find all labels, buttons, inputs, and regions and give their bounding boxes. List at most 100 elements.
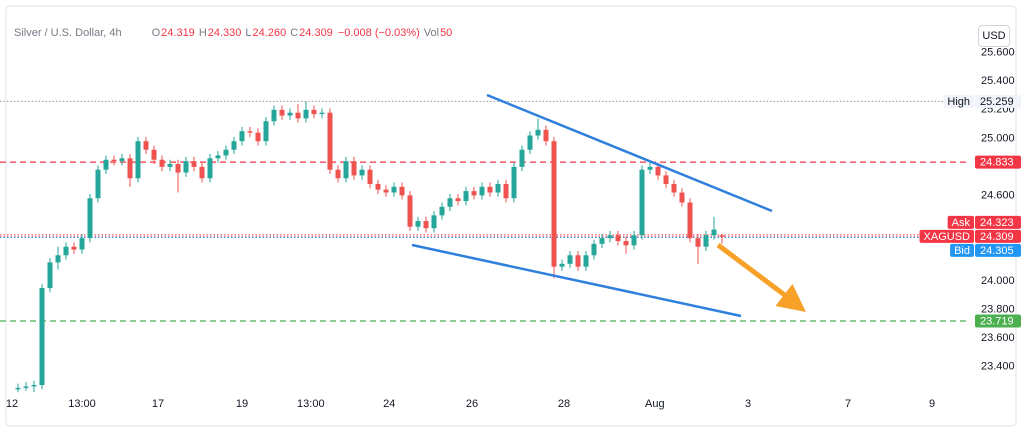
x-tick-label: 9 <box>929 398 935 410</box>
candle-body <box>487 186 493 193</box>
candle-body <box>695 238 701 247</box>
price-label-value: 25.259 <box>980 96 1014 108</box>
candle-body <box>575 255 581 267</box>
candle-body <box>319 112 325 115</box>
trend-line-lower <box>411 243 742 318</box>
candle-body <box>151 149 157 160</box>
ohlc-key: C <box>290 27 299 39</box>
candle-body <box>295 112 301 119</box>
x-tick-label: 17 <box>152 398 164 410</box>
price-label-name-box <box>919 229 974 243</box>
candle-body <box>223 149 229 156</box>
price-label-value: 24.309 <box>980 231 1014 243</box>
candle-body <box>311 109 317 115</box>
candle-body <box>455 198 461 202</box>
candle-body <box>247 131 253 133</box>
candle-body <box>583 255 589 267</box>
candle-body <box>255 132 261 142</box>
candle-body <box>127 158 133 179</box>
x-tick-label: 7 <box>845 398 851 410</box>
price-label-name: Ask <box>952 217 971 229</box>
candle-body <box>335 169 341 179</box>
price-label-box <box>975 215 1021 229</box>
x-tick-label: 12 <box>6 398 18 410</box>
candle-body <box>599 238 605 244</box>
candle-body <box>647 166 653 170</box>
change: −0.008 (−0.03%) <box>337 27 420 39</box>
candle-body <box>47 262 53 289</box>
candle-body <box>551 141 557 267</box>
ohlc-key: L <box>245 27 252 39</box>
candle-body <box>215 155 221 159</box>
symbol: Silver / U.S. Dollar, 4h <box>14 27 122 39</box>
candle-body <box>639 169 645 236</box>
candle-body <box>39 288 45 386</box>
candle-body <box>431 215 437 229</box>
candle-body <box>167 164 173 167</box>
candle-body <box>663 175 669 184</box>
candle-body <box>359 169 365 176</box>
price-label-name: Bid <box>954 245 970 257</box>
ohlc-value: 24.260 <box>252 27 287 39</box>
candle-body <box>231 141 237 150</box>
price-label-name-box <box>950 243 974 257</box>
candle-body <box>271 109 277 122</box>
candle-body <box>391 186 397 193</box>
candle-body <box>191 161 197 167</box>
candle-body <box>543 129 549 142</box>
candle-body <box>239 131 245 142</box>
candle-body <box>15 387 21 390</box>
candle-body <box>631 235 637 246</box>
volume: 50 <box>440 27 453 39</box>
candle-body <box>279 109 285 116</box>
candle-body <box>135 141 141 179</box>
price-label-value: 24.305 <box>980 245 1014 257</box>
y-tick-label: 23.400 <box>981 360 1015 372</box>
candle-body <box>535 129 541 136</box>
candle-body <box>655 166 661 176</box>
candle-body <box>567 255 573 264</box>
candle-body <box>159 159 165 167</box>
candle-body <box>303 109 309 119</box>
candle-body <box>495 183 501 193</box>
x-tick-label: 24 <box>383 398 395 410</box>
ohlc-key: H <box>198 27 207 39</box>
candle-body <box>383 189 389 193</box>
ohlc-value: 24.309 <box>299 27 333 39</box>
candle-body <box>559 263 565 267</box>
price-label-box <box>975 155 1021 169</box>
x-tick-label: 13:00 <box>68 398 96 410</box>
candle-body <box>711 229 717 236</box>
candle-body <box>447 198 453 207</box>
volume-key: Vol <box>423 27 440 39</box>
candle-body <box>415 221 421 227</box>
currency-button[interactable]: USD <box>978 25 1010 47</box>
candle-body <box>479 186 485 196</box>
x-tick-label: 26 <box>466 398 478 410</box>
candle-body <box>87 198 93 239</box>
candle-body <box>615 235 621 242</box>
candle-body <box>623 241 629 246</box>
price-label-name: High <box>947 96 970 108</box>
x-tick-label: Aug <box>645 398 665 410</box>
legend-header: Silver / U.S. Dollar, 4h O24.319 H24.330 L2… <box>14 27 456 39</box>
candle-body <box>671 183 677 193</box>
candle-body <box>111 159 117 162</box>
price-label-name-box <box>943 94 974 108</box>
y-tick-label: 23.600 <box>981 332 1015 344</box>
candle-body <box>703 235 709 247</box>
candle-body <box>23 386 29 388</box>
candle-body <box>263 121 269 142</box>
candle-body <box>79 238 85 250</box>
arrow-shaft <box>716 243 788 298</box>
candle-body <box>31 385 37 387</box>
candle-body <box>175 164 181 173</box>
x-tick-label: 3 <box>745 398 751 410</box>
candle-body <box>119 158 125 162</box>
candle-body <box>351 161 357 176</box>
candle-body <box>511 166 517 199</box>
candle-body <box>527 135 533 150</box>
y-tick-label: 24.000 <box>981 275 1015 287</box>
candle-body <box>687 202 693 239</box>
